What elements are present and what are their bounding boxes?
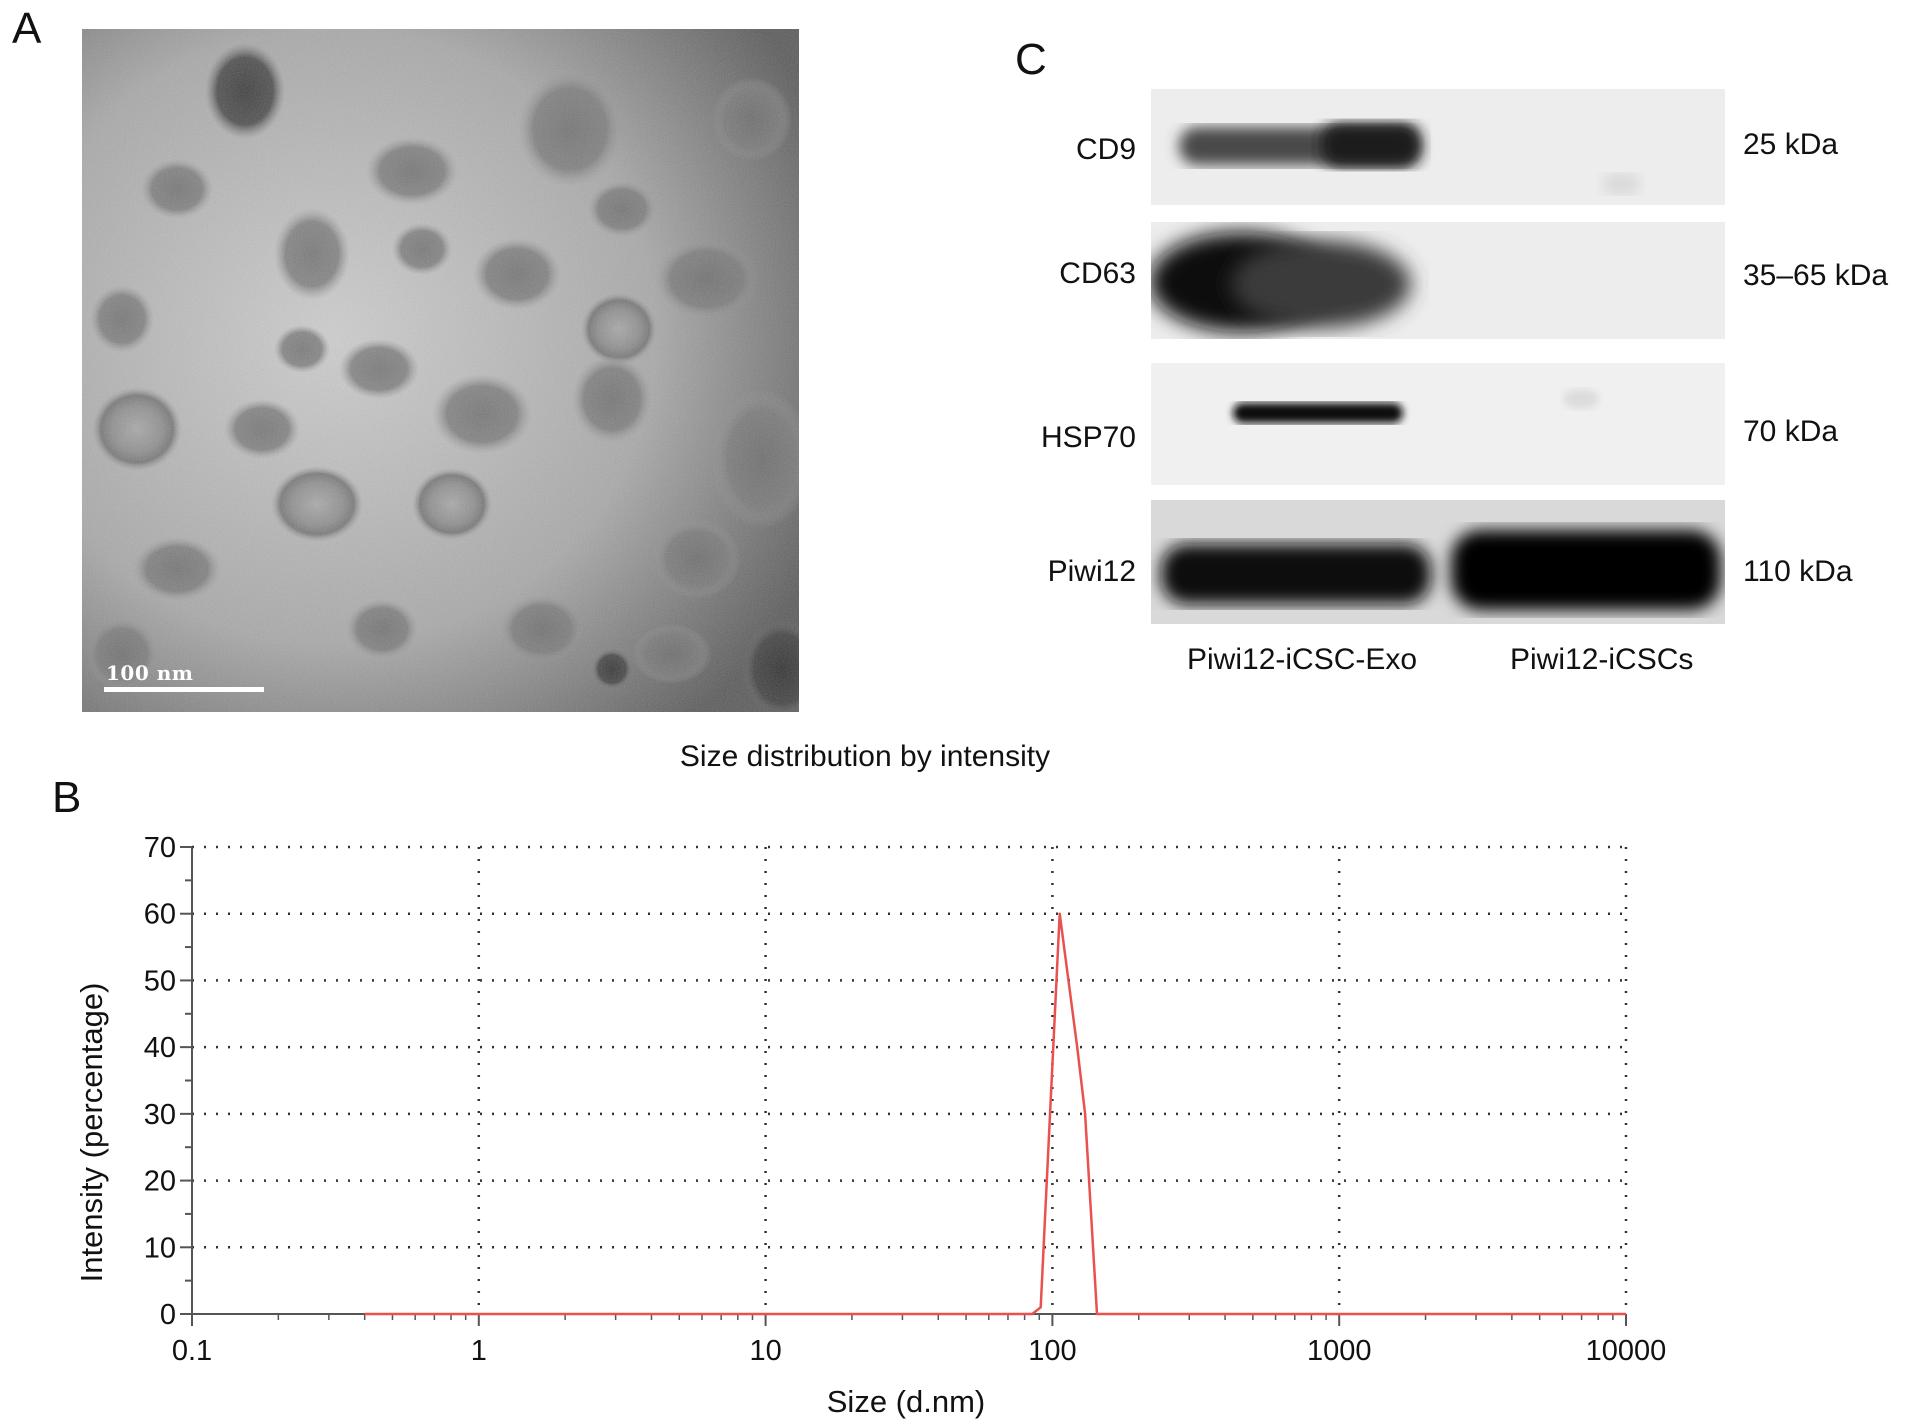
blot-bands-piwi12 bbox=[1161, 530, 1721, 610]
tem-image bbox=[82, 29, 799, 712]
chart-svg: 0 10 20 30 40 50 60 70 0.1 1 10 100 1000 10000 Size (d… bbox=[74, 832, 1667, 1419]
series-line-0 bbox=[364, 912, 1626, 1316]
kda-label-cd63: 35–65 kDa bbox=[1743, 259, 1889, 292]
scale-bar-label: 100 nm bbox=[106, 661, 194, 685]
row-label-piwi12: Piwi12 bbox=[1047, 555, 1136, 588]
row-label-hsp70: HSP70 bbox=[1040, 421, 1136, 454]
y-tick-label: 60 bbox=[144, 899, 176, 931]
x-tick-label: 100 bbox=[1028, 1335, 1076, 1367]
blot-bands-hsp70 bbox=[1233, 389, 1599, 423]
x-tick-label: 0.1 bbox=[172, 1335, 212, 1367]
kda-label-cd9: 25 kDa bbox=[1743, 128, 1839, 161]
x-tick-label: 1 bbox=[471, 1335, 487, 1367]
y-tick-label: 0 bbox=[160, 1299, 176, 1331]
y-tick-label: 70 bbox=[144, 832, 176, 864]
kda-label-piwi12: 110 kDa bbox=[1743, 555, 1853, 588]
blot-strip-cd9 bbox=[1151, 89, 1725, 205]
x-axis-label: Size (d.nm) bbox=[827, 1384, 985, 1419]
row-label-cd9: CD9 bbox=[1075, 133, 1136, 166]
x-tick-label: 10000 bbox=[1586, 1335, 1667, 1367]
y-tick-label: 50 bbox=[144, 965, 176, 997]
y-tick-label: 20 bbox=[144, 1166, 176, 1198]
column-label-icscs: Piwi12-iCSCs bbox=[1510, 643, 1694, 676]
y-axis-label: Intensity (percentage) bbox=[74, 983, 109, 1283]
x-tick-label: 1000 bbox=[1307, 1335, 1372, 1367]
panel-c-letter: C bbox=[1015, 35, 1047, 84]
blot-strip-hsp70 bbox=[1151, 363, 1725, 485]
row-label-cd63: CD63 bbox=[1059, 257, 1136, 290]
kda-label-hsp70: 70 kDa bbox=[1743, 415, 1839, 448]
panel-a-letter: A bbox=[12, 4, 42, 53]
blot-bands-cd63 bbox=[1149, 232, 1411, 332]
y-tick-label: 30 bbox=[144, 1099, 176, 1131]
x-tick-label: 10 bbox=[749, 1335, 781, 1367]
y-tick-label: 40 bbox=[144, 1032, 176, 1064]
chart-title: Size distribution by intensity bbox=[679, 740, 1051, 773]
blot-bands-cd9 bbox=[1179, 123, 1641, 194]
size-distribution-chart: Size distribution by intensity 0 10 20 30 40… bbox=[0, 740, 1913, 1427]
column-label-exo: Piwi12-iCSC-Exo bbox=[1187, 643, 1418, 676]
y-tick-label: 10 bbox=[144, 1232, 176, 1264]
blot-strip-cd63 bbox=[1149, 222, 1725, 339]
blot-strip-piwi12 bbox=[1151, 500, 1725, 624]
tem-micrograph: 100 nm bbox=[82, 29, 799, 712]
scale-bar bbox=[104, 687, 264, 692]
panel-b-letter: B bbox=[52, 773, 82, 822]
